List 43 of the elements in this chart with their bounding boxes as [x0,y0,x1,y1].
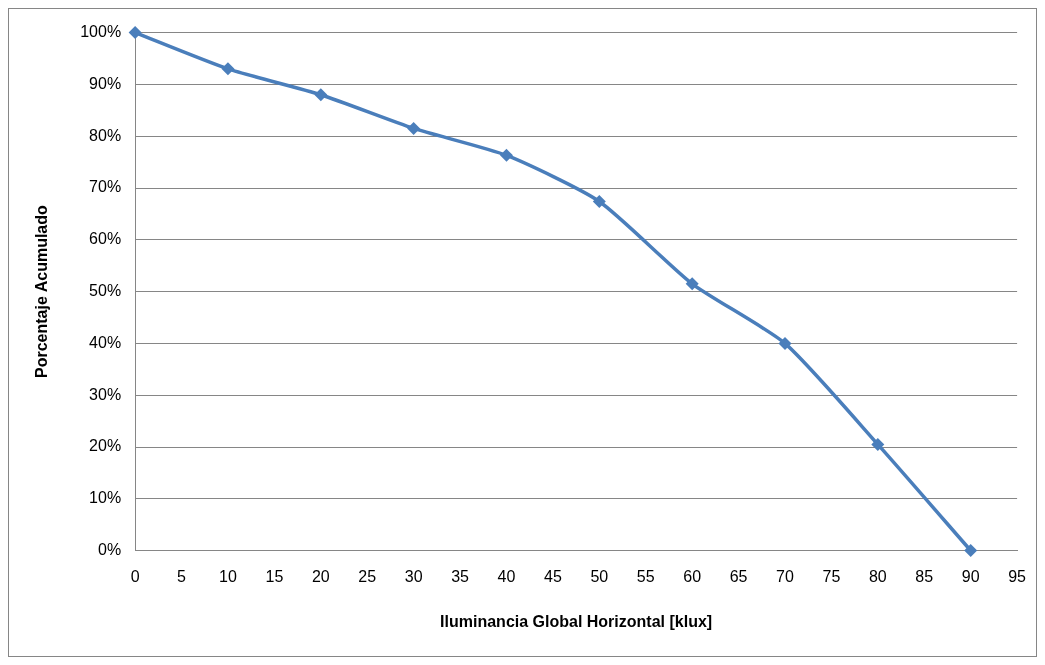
point [778,336,792,350]
x-tick-label: 5 [177,567,187,585]
x-tick-label: 0 [130,567,140,585]
point [221,62,235,76]
y-tick-label: 30% [89,385,122,403]
x-tick-label: 75 [822,567,841,585]
x-tick-label: 15 [265,567,284,585]
y-tick-label: 80% [89,126,122,144]
x-tick-label: 25 [358,567,377,585]
x-tick-label: 10 [219,567,237,585]
y-tick-label: 40% [89,333,122,351]
y-tick-label: 0% [98,541,122,559]
point [964,544,978,558]
point [314,88,328,102]
x-tick-label: 30 [404,567,423,585]
x-tick-label: 45 [544,567,562,585]
point [128,26,142,40]
y-tick-label: 90% [89,74,122,92]
y-tick-label: 100% [80,23,122,41]
point [871,437,885,451]
x-tick-label: 55 [636,567,655,585]
x-tick-label: 50 [590,567,609,585]
y-tick-label: 50% [89,282,122,300]
x-tick-label: 35 [451,567,470,585]
x-tick-label: 60 [683,567,702,585]
x-tick-label: 95 [1008,567,1027,585]
y-axis-title: Porcentaje Acumulado [33,204,51,378]
x-tick-label: 85 [915,567,934,585]
y-tick-label: 10% [89,489,122,507]
x-tick-label: 40 [497,567,516,585]
y-tick-label: 60% [89,230,122,248]
x-tick-label: 80 [868,567,887,585]
point [685,277,699,291]
y-tick-label: 70% [89,178,122,196]
y-tick-label: 20% [89,437,122,455]
x-tick-label: 20 [311,567,330,585]
x-tick-label: 65 [729,567,748,585]
point [499,148,513,162]
x-tick-label: 70 [776,567,794,585]
point [592,194,606,208]
x-tick-label: 90 [961,567,980,585]
point [407,121,421,135]
x-axis-title: Iluminancia Global Horizontal [klux] [440,612,713,630]
